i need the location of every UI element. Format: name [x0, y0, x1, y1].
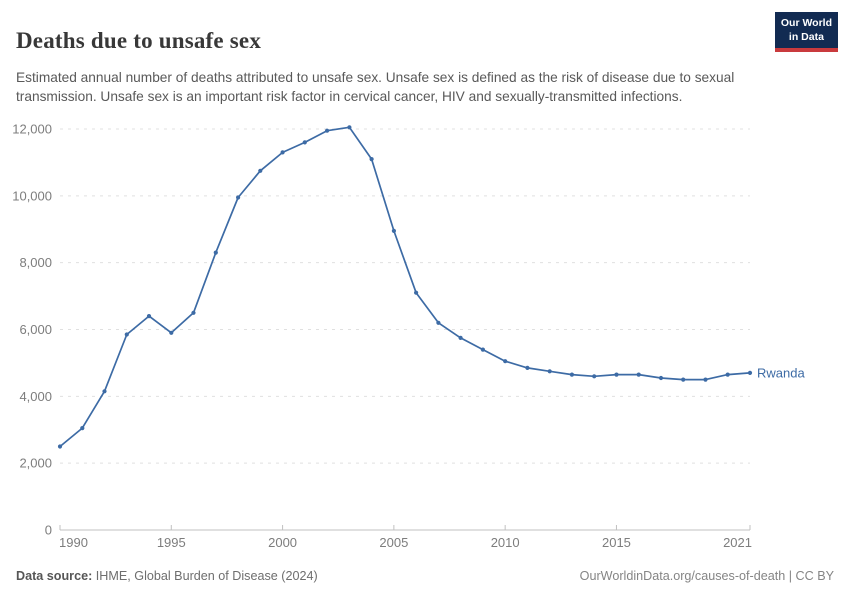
data-source-note: Data source: IHME, Global Burden of Dise… — [16, 569, 318, 583]
chart-footer: Data source: IHME, Global Burden of Dise… — [0, 567, 850, 593]
x-axis-tick-label: 2010 — [491, 535, 520, 550]
data-point-2018[interactable] — [681, 377, 686, 382]
x-axis-tick-label: 2000 — [268, 535, 297, 550]
data-point-2014[interactable] — [592, 374, 597, 379]
data-point-1997[interactable] — [213, 250, 218, 255]
series-label-rwanda[interactable]: Rwanda — [757, 365, 805, 380]
x-axis-tick-label: 1995 — [157, 535, 186, 550]
data-point-2012[interactable] — [547, 369, 552, 374]
x-axis-tick-label: 1990 — [59, 535, 88, 550]
data-point-2010[interactable] — [503, 359, 508, 364]
data-point-1999[interactable] — [258, 168, 263, 173]
data-point-1993[interactable] — [124, 332, 129, 337]
data-point-2009[interactable] — [480, 347, 485, 352]
y-axis-tick-label: 8,000 — [19, 255, 52, 270]
data-point-1990[interactable] — [57, 444, 63, 449]
data-point-2001[interactable] — [302, 140, 307, 145]
chart-subtitle: Estimated annual number of deaths attrib… — [16, 69, 735, 105]
data-point-2000[interactable] — [280, 150, 285, 155]
owid-cc-link[interactable]: OurWorldinData.org/causes-of-death | CC … — [579, 569, 834, 583]
owid-logo[interactable]: Our World in Data — [774, 12, 838, 53]
data-point-2013[interactable] — [569, 372, 575, 377]
y-axis-tick-label: 4,000 — [19, 389, 52, 404]
y-axis-tick-label: 2,000 — [19, 456, 52, 471]
data-point-1996[interactable] — [191, 310, 196, 315]
data-point-2011[interactable] — [525, 365, 530, 370]
data-point-1991[interactable] — [80, 426, 85, 431]
data-source-text: IHME, Global Burden of Disease (2024) — [92, 569, 318, 583]
chart-title: Deaths due to unsafe sex — [16, 28, 262, 54]
data-point-2021[interactable] — [747, 370, 753, 375]
data-point-2008[interactable] — [458, 335, 463, 340]
x-axis-tick-label: 2005 — [379, 535, 408, 550]
owid-logo-line2: in Data — [788, 30, 824, 43]
data-point-2005[interactable] — [391, 228, 396, 233]
data-point-2016[interactable] — [636, 372, 641, 377]
x-axis-tick-label: 2015 — [602, 535, 631, 550]
y-axis-tick-label: 0 — [45, 523, 52, 538]
data-point-2004[interactable] — [369, 157, 374, 162]
y-axis-tick-label: 6,000 — [19, 322, 52, 337]
y-axis-tick-label: 12,000 — [12, 122, 52, 137]
owid-logo-line1: Our World — [780, 17, 832, 29]
data-point-1994[interactable] — [146, 314, 152, 319]
data-point-2017[interactable] — [658, 375, 664, 381]
data-point-2015[interactable] — [614, 372, 619, 377]
data-point-2020[interactable] — [725, 372, 730, 377]
data-point-2019[interactable] — [703, 377, 708, 382]
data-source-label: Data source: — [16, 569, 93, 583]
data-point-2007[interactable] — [436, 320, 441, 325]
data-point-2002[interactable] — [325, 128, 330, 133]
data-point-2003[interactable] — [347, 125, 352, 130]
data-point-2006[interactable] — [414, 290, 419, 295]
y-axis-tick-label: 10,000 — [12, 188, 52, 203]
data-point-1992[interactable] — [102, 389, 107, 394]
x-axis-tick-label: 2021 — [723, 535, 752, 550]
data-point-1998[interactable] — [236, 195, 241, 200]
series-line-rwanda[interactable] — [59, 126, 751, 448]
data-point-1995[interactable] — [169, 330, 174, 335]
